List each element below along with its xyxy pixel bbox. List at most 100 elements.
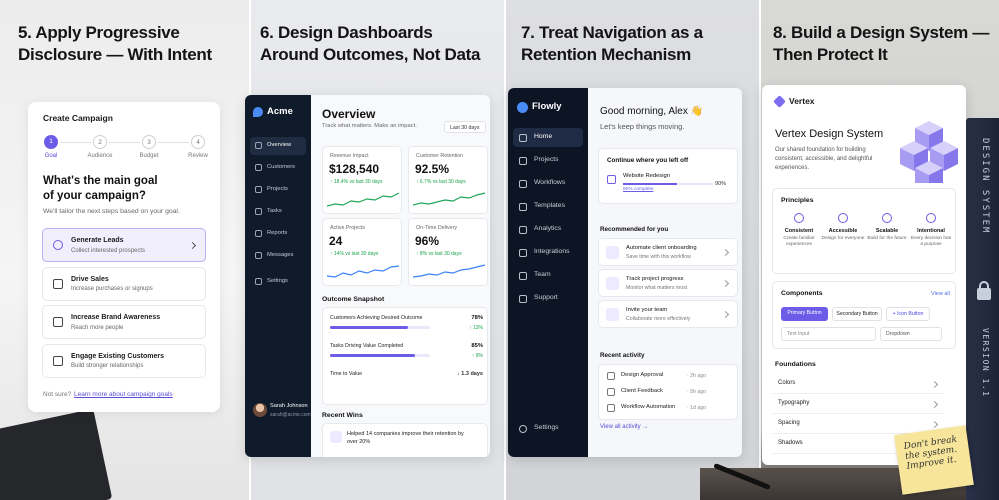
icon	[53, 317, 63, 327]
icon	[255, 142, 262, 149]
book: DESIGN SYSTEM VERSION 1.1	[966, 118, 999, 500]
book-version: VERSION 1.1	[981, 328, 990, 398]
nav-item[interactable]: Support	[513, 289, 583, 308]
metric-delta: ↑ 9%	[471, 353, 483, 359]
nav-item[interactable]: Tasks	[250, 203, 306, 221]
chevron-icon	[930, 380, 939, 389]
text-input[interactable]: Text Input	[781, 327, 876, 341]
icon	[606, 308, 619, 321]
card: Vertex Vertex Design System Our shared fou…	[762, 85, 966, 465]
recommendation[interactable]: Invite your team Collaborate more effecti…	[598, 300, 738, 328]
principle-name: Scalable	[875, 228, 899, 234]
chevron-icon	[721, 310, 730, 319]
step-label: Audience	[87, 153, 113, 159]
sticky-note: Don't break the system. Improve it.	[894, 425, 974, 495]
note-text: Don't break the system. Improve it.	[903, 434, 958, 472]
foundation-row[interactable]: Shadows	[772, 435, 944, 454]
icon	[606, 246, 619, 259]
principle-desc: Create familiar experiences	[783, 236, 815, 247]
step-circle: 3	[142, 135, 156, 149]
nav-item[interactable]: Settings	[250, 273, 306, 291]
kpi-card: Active Projects 24 ↑ 14% vs last 30 days	[322, 218, 402, 286]
button[interactable]: Primary Button	[781, 307, 828, 321]
nav-item[interactable]: Templates	[513, 197, 583, 216]
nav-item[interactable]: Home	[513, 128, 583, 147]
option-card[interactable]: Drive Sales Increase purchases or signups	[42, 266, 206, 301]
kpi-label: Revenue Impact	[330, 153, 369, 159]
nav-item[interactable]: Customers	[250, 159, 306, 177]
panel-heading: 8. Build a Design System —	[773, 23, 990, 42]
brand: Vertex	[789, 96, 815, 106]
principle-name: Intentional	[917, 228, 945, 234]
kpi-value: 92.5%	[415, 162, 450, 176]
nav-item[interactable]: Reports	[250, 225, 306, 243]
win-card: Helped 14 companies improve their retent…	[322, 423, 488, 457]
link[interactable]: View all activity →	[600, 424, 649, 430]
button[interactable]: Secondary Button	[832, 307, 882, 321]
principle-icon	[882, 213, 892, 223]
logo	[517, 102, 528, 113]
nav-item[interactable]: Projects	[513, 151, 583, 170]
principle-icon	[838, 213, 848, 223]
nav-label: Customers	[267, 164, 296, 170]
nav-item[interactable]: Projects	[250, 181, 306, 199]
progress-fill	[330, 326, 408, 329]
button[interactable]: + Icon Button	[886, 307, 930, 321]
activity-title: Design Approval	[621, 372, 664, 378]
nav-item[interactable]: Analytics	[513, 220, 583, 239]
kpi-label: On-Time Delivery	[416, 225, 458, 231]
window: Flowly Home Projects Workflows Templates Anal…	[508, 88, 742, 457]
link[interactable]: View all	[931, 291, 950, 297]
kpi-value: $128,540	[329, 162, 380, 176]
foundation-row[interactable]: Colors	[772, 375, 944, 394]
dropdown-label: Last 30 days	[450, 124, 480, 131]
win-text: Helped 14 companies improve their retent…	[347, 431, 464, 445]
step-connector	[60, 142, 91, 143]
foundation-row[interactable]: Spacing	[772, 415, 944, 434]
lock-shackle	[979, 281, 989, 291]
nav-item[interactable]: Integrations	[513, 243, 583, 262]
foundation-label: Spacing	[778, 420, 800, 426]
cube-left	[915, 168, 929, 183]
icon	[519, 225, 527, 234]
activity-time: · 5h ago	[687, 388, 707, 395]
dropdown[interactable]: Dropdown	[880, 327, 942, 341]
option-title: Generate Leads	[71, 237, 124, 244]
nav-label: Messages	[267, 252, 294, 258]
recommendation[interactable]: Automate client onboarding Save time with…	[598, 238, 738, 266]
recommendation[interactable]: Track project progress Monitor what matte…	[598, 269, 738, 297]
item-desc: Save time with this workflow	[626, 254, 691, 260]
item-title: Automate client onboarding	[626, 245, 697, 251]
progress-percent: 90%	[715, 181, 727, 187]
progress-fill	[330, 354, 415, 357]
page-subtitle: Track what matters. Make an impact.	[322, 123, 417, 129]
option-card[interactable]: Engage Existing Customers Build stronger …	[42, 343, 206, 378]
cube-left	[900, 148, 914, 171]
icon	[255, 252, 262, 259]
nav-item[interactable]: Messages	[250, 247, 306, 265]
foundation-label: Colors	[778, 380, 796, 386]
sidebar: Acme Overview Customers Projects Tasks Report…	[245, 95, 311, 457]
option-card[interactable]: Increase Brand Awareness Reach more peopl…	[42, 305, 206, 339]
nav-label: Analytics	[534, 225, 562, 232]
option-desc: Increase purchases or signups	[71, 286, 153, 292]
icon	[255, 164, 262, 171]
option-card[interactable]: Generate Leads Collect interested prospec…	[42, 228, 206, 262]
greeting: Good morning, Alex 👋	[600, 106, 704, 117]
principle-name: Consistent	[784, 228, 814, 234]
nav-item[interactable]: Team	[513, 266, 583, 285]
step-circle: 4	[191, 135, 205, 149]
date-dropdown[interactable]: Last 30 days	[444, 121, 486, 133]
metric-value: 78%	[471, 315, 483, 321]
option-desc: Build stronger relationships	[71, 363, 144, 369]
nav-label: Workflows	[534, 179, 566, 186]
nav-item[interactable]: Overview	[250, 137, 306, 155]
foundation-label: Typography	[778, 400, 810, 406]
progress-fill	[623, 183, 677, 185]
foundation-row[interactable]: Typography	[772, 395, 944, 414]
nav-item[interactable]: Workflows	[513, 174, 583, 193]
lock-icon	[977, 288, 991, 300]
title: Vertex Design System	[775, 128, 884, 140]
nav-item[interactable]: Settings	[513, 419, 583, 438]
link[interactable]: Learn more about campaign goals	[74, 391, 173, 398]
